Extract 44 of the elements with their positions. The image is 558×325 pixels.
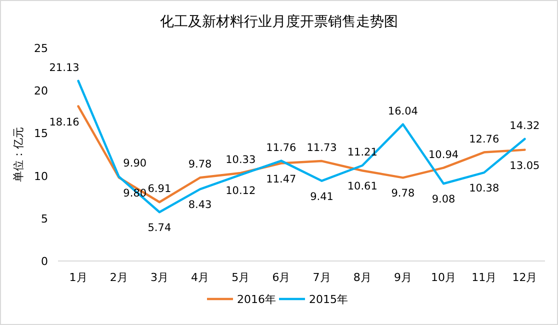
data-label: 10.33 — [226, 154, 256, 166]
data-label: 18.16 — [49, 116, 80, 128]
data-label: 11.76 — [266, 142, 297, 154]
y-tick-label: 10 — [34, 170, 48, 183]
data-label: 9.90 — [123, 158, 147, 170]
data-label: 8.43 — [188, 199, 212, 212]
data-label: 10.38 — [469, 182, 500, 195]
data-label: 9.78 — [188, 158, 212, 171]
x-tick-label: 3月 — [150, 271, 168, 284]
legend-label: 2015年 — [309, 293, 348, 306]
y-tick-label: 20 — [34, 84, 48, 98]
legend-label: 2016年 — [237, 293, 276, 306]
data-label: 11.73 — [306, 142, 337, 154]
x-tick-label: 4月 — [191, 271, 210, 284]
x-tick-label: 7月 — [312, 271, 331, 284]
data-label: 21.13 — [49, 62, 80, 74]
x-tick-label: 2月 — [110, 271, 128, 284]
data-label: 14.32 — [510, 120, 540, 132]
x-tick-label: 5月 — [232, 271, 250, 284]
data-label: 16.04 — [388, 105, 418, 118]
data-label: 10.94 — [428, 148, 459, 161]
x-tick-label: 11月 — [472, 271, 497, 284]
data-label: 5.74 — [148, 222, 172, 234]
data-label: 13.05 — [510, 160, 540, 172]
x-tick-label: 9月 — [394, 271, 412, 284]
chart-title: 化工及新材料行业月度开票销售走势图 — [160, 14, 398, 30]
x-tick-label: 12月 — [512, 271, 538, 284]
x-tick-label: 8月 — [353, 271, 372, 284]
y-tick-label: 25 — [34, 42, 48, 55]
data-label: 12.76 — [469, 133, 500, 146]
x-tick-label: 1月 — [69, 271, 88, 284]
data-label: 9.78 — [391, 188, 415, 200]
y-axis-title: 单位：亿元 — [12, 127, 25, 182]
data-label: 11.47 — [266, 173, 296, 186]
data-label: 6.91 — [148, 183, 172, 196]
x-tick-label: 10月 — [431, 271, 456, 284]
data-label: 9.08 — [432, 194, 456, 206]
y-tick-label: 5 — [41, 212, 48, 226]
x-tick-label: 6月 — [272, 271, 290, 284]
data-label: 9.41 — [310, 190, 334, 203]
data-label: 10.61 — [347, 180, 378, 193]
data-label: 10.12 — [226, 184, 256, 197]
y-tick-label: 0 — [41, 255, 48, 268]
y-tick-label: 15 — [34, 127, 48, 140]
